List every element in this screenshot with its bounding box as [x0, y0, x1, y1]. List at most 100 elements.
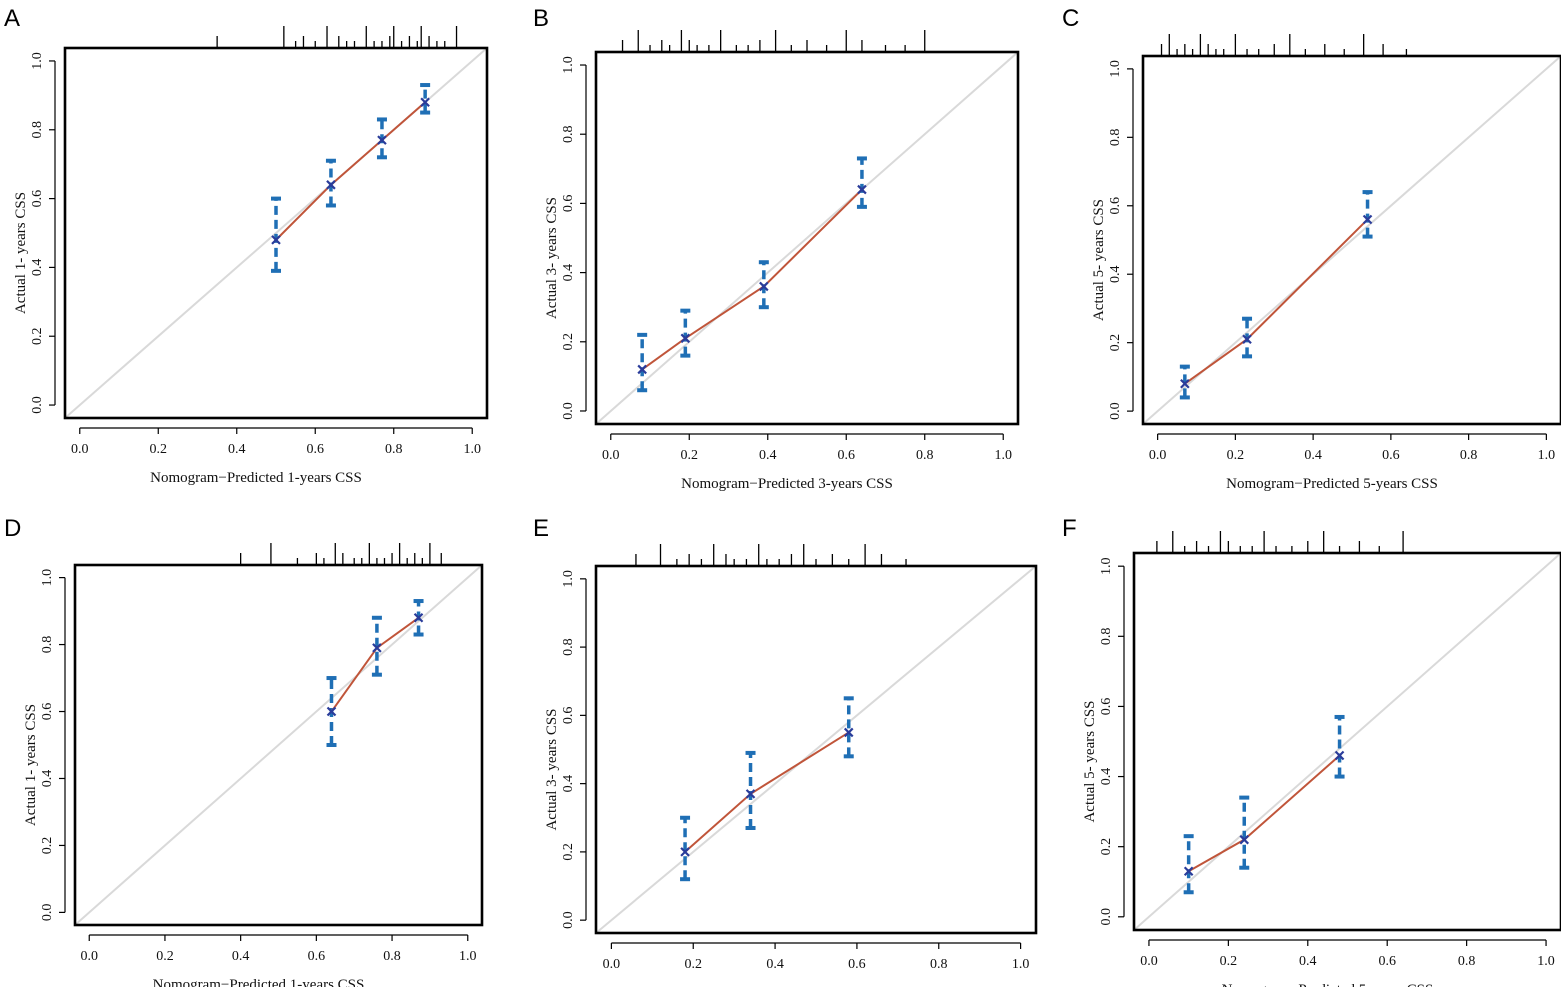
- x-tick-label: 0.2: [684, 957, 702, 972]
- x-tick-label: 0.2: [150, 442, 168, 457]
- y-tick-label: 0.6: [30, 190, 45, 208]
- x-tick-label: 0.6: [306, 442, 324, 457]
- y-axis-title: Actual 3- years CSS: [544, 197, 560, 319]
- x-tick-label: 0.2: [1220, 954, 1238, 969]
- x-tick-label: 0.4: [759, 448, 777, 463]
- plot-frame: [73, 563, 484, 927]
- panel-label: C: [1062, 5, 1079, 32]
- x-tick-label: 1.0: [1537, 954, 1555, 969]
- data-point-stroke: [372, 643, 382, 653]
- y-tick-label: 0.8: [1099, 628, 1114, 646]
- y-tick-label: 0.0: [561, 911, 576, 929]
- x-tick-label: 0.0: [80, 949, 98, 964]
- calibration-curve: [1188, 754, 1341, 873]
- data-point-stroke: [745, 789, 756, 799]
- x-tick-label: 0.8: [385, 442, 403, 457]
- x-tick-label: 0.8: [383, 949, 401, 964]
- y-tick-label: 0.4: [561, 264, 576, 282]
- x-tick-label: 1.0: [463, 442, 481, 457]
- y-tick-label: 1.0: [561, 570, 576, 588]
- y-tick-label: 0.6: [561, 707, 576, 725]
- ideal-line: [596, 566, 1036, 933]
- data-point: [680, 333, 691, 344]
- data-point: [326, 706, 337, 717]
- data-point-stroke: [377, 135, 387, 145]
- panel-label: E: [533, 515, 549, 542]
- calibration-curve: [1184, 218, 1369, 385]
- panel-A: A 0.0 0.2 0.4 0.6 0.8 1.0 0.0 0.2 0.4 0.6 0.8 1.0 Nom…: [4, 5, 489, 486]
- y-tick-label: 1.0: [561, 56, 576, 74]
- panel-C: C 0.0 0.2 0.4 0.6 0.8 1.0 0.0 0.2 0.4 0.6 0.8 1.0 Nom…: [1062, 5, 1561, 492]
- data-point: [843, 727, 854, 738]
- x-tick-label: 0.8: [1458, 954, 1476, 969]
- y-tick-label: 1.0: [30, 52, 45, 69]
- y-axis-title: Actual 5- years CSS: [1091, 199, 1107, 321]
- x-tick-label: 0.6: [848, 957, 866, 972]
- y-tick-label: 0.0: [40, 904, 55, 922]
- data-point: [326, 180, 336, 190]
- data-point: [759, 281, 769, 292]
- plot-frame: [1141, 54, 1561, 426]
- y-tick-label: 0.8: [30, 121, 45, 139]
- plot-frame: [1132, 551, 1561, 932]
- y-tick-label: 0.8: [1108, 129, 1123, 147]
- data-point: [377, 135, 387, 145]
- x-axis-title: Nomogram−Predicted 3-years CSS: [690, 985, 902, 987]
- x-tick-label: 0.4: [766, 957, 784, 972]
- x-axis-title: Nomogram−Predicted 1-years CSS: [153, 977, 365, 987]
- y-tick-label: 0.2: [561, 333, 576, 351]
- y-tick-label: 0.4: [1099, 768, 1114, 786]
- data-point: [271, 235, 281, 245]
- data-point-stroke: [1242, 334, 1252, 345]
- y-tick-label: 0.4: [561, 775, 576, 793]
- data-point: [745, 789, 756, 799]
- data-point-stroke: [1362, 214, 1373, 225]
- y-tick-label: 0.2: [1108, 334, 1123, 352]
- y-tick-label: 0.6: [561, 195, 576, 213]
- data-point-stroke: [420, 97, 430, 108]
- plot-frame: [594, 50, 1020, 426]
- y-axis-title: Actual 5- years CSS: [1082, 700, 1098, 822]
- ideal-line: [596, 52, 1018, 424]
- panel-label: F: [1062, 515, 1077, 542]
- y-axis-title: Actual 1- years CSS: [23, 704, 39, 826]
- calibration-curve: [684, 731, 850, 853]
- y-tick-label: 0.6: [1108, 197, 1123, 215]
- y-tick-label: 1.0: [1108, 60, 1123, 78]
- panel-label: A: [4, 5, 20, 32]
- x-tick-label: 0.0: [1140, 954, 1158, 969]
- y-tick-label: 0.4: [40, 770, 55, 788]
- x-tick-label: 0.4: [228, 442, 246, 457]
- x-axis-title: Nomogram−Predicted 5-years CSS: [1226, 476, 1438, 492]
- panel-E: E 0.0 0.2 0.4 0.6 0.8 1.0 0.0 0.2 0.4 0.6 0.8 1.0 Nom…: [533, 515, 1038, 987]
- data-point-stroke: [1180, 378, 1190, 389]
- x-axis-title: Nomogram−Predicted 3-years CSS: [681, 476, 893, 492]
- panel-D: D 0.0 0.2 0.4 0.6 0.8 1.0 0.0 0.2 0.4 0.6 0.8 1.0 Nom…: [4, 515, 484, 987]
- data-point-stroke: [759, 281, 769, 292]
- x-tick-label: 0.2: [1227, 448, 1245, 463]
- y-tick-label: 0.8: [40, 636, 55, 654]
- data-point: [372, 643, 382, 653]
- calibration-curve: [275, 101, 426, 241]
- x-tick-label: 0.6: [308, 949, 326, 964]
- panel-F: F 0.0 0.2 0.4 0.6 0.8 1.0 0.0 0.2 0.4 0.6 0.8 1.0 Nom…: [1062, 515, 1561, 987]
- x-tick-label: 0.6: [1378, 954, 1396, 969]
- x-tick-label: 0.8: [930, 957, 948, 972]
- data-point: [1180, 378, 1190, 389]
- x-tick-label: 0.0: [1149, 448, 1167, 463]
- x-tick-label: 1.0: [1538, 448, 1556, 463]
- x-tick-label: 0.0: [602, 448, 620, 463]
- x-tick-label: 0.0: [71, 442, 89, 457]
- data-point-stroke: [1334, 750, 1345, 761]
- y-tick-label: 0.6: [40, 703, 55, 721]
- y-tick-label: 0.8: [561, 125, 576, 143]
- x-tick-label: 0.4: [1304, 448, 1322, 463]
- panel-label: D: [4, 515, 21, 542]
- data-point: [680, 847, 690, 857]
- data-point-stroke: [326, 706, 337, 717]
- calibration-curve: [641, 188, 863, 371]
- data-point-stroke: [857, 184, 867, 195]
- x-tick-label: 1.0: [459, 949, 477, 964]
- data-point-stroke: [1239, 834, 1250, 845]
